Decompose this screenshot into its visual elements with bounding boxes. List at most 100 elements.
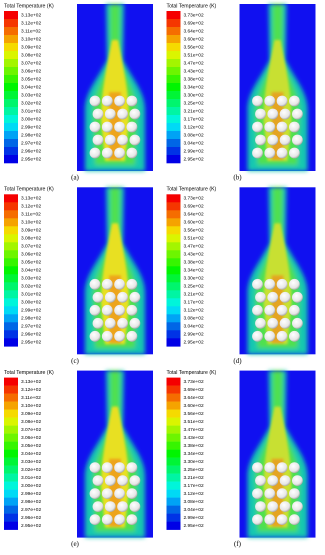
colorbar-label: 3.21e+02 <box>184 475 204 481</box>
colorbar-band <box>166 409 181 418</box>
colorbar-band <box>166 513 181 522</box>
colorbar-label: 2.98e+02 <box>21 316 41 322</box>
tube <box>126 304 138 316</box>
colorbar-band <box>4 234 18 243</box>
caption: (b) <box>233 174 242 182</box>
colorbar-band <box>166 59 181 68</box>
colorbar-label: 3.30e+02 <box>184 92 204 98</box>
tube <box>292 317 303 329</box>
colorbar-label: 3.64e+02 <box>184 28 204 34</box>
colorbar-band <box>4 513 18 522</box>
tube <box>89 330 101 342</box>
tube <box>89 462 101 473</box>
tube <box>264 462 276 473</box>
colorbar-label: 3.04e+02 <box>21 268 41 274</box>
colorbar-band <box>4 377 18 386</box>
colorbar-band <box>4 481 18 490</box>
colorbar-band <box>166 377 181 386</box>
colorbar-label: 2.95e+02 <box>184 156 204 162</box>
colorbar-label: 3.11e+02 <box>21 28 41 34</box>
colorbar-label: 2.99e+02 <box>184 148 204 154</box>
colorbar-label: 3.30e+02 <box>184 276 204 282</box>
colorbar-band <box>4 473 18 482</box>
tube <box>117 501 128 512</box>
tube <box>101 147 113 159</box>
colorbar-label: 3.56e+02 <box>184 228 204 234</box>
tube <box>279 317 291 329</box>
colorbar-label: 3.34e+02 <box>184 84 204 90</box>
colorbar-band <box>166 489 181 498</box>
colorbar-label: 3.12e+02 <box>184 124 204 130</box>
colorbar-band <box>166 449 181 458</box>
colorbar-label: 3.07e+02 <box>21 244 41 250</box>
colorbar-label: 3.04e+02 <box>184 324 204 330</box>
tube <box>101 95 113 107</box>
colorbar-band <box>166 298 181 307</box>
colorbar-band <box>166 75 181 84</box>
tube <box>252 147 263 159</box>
colorbar-band <box>4 99 18 108</box>
colorbar-label: 3.08e+02 <box>184 499 204 505</box>
colorbar-label: 3.47e+02 <box>184 427 204 433</box>
tube <box>276 514 288 525</box>
colorbar-label: 3.43e+02 <box>184 435 204 441</box>
panel: Total Temperature (K) 3.13e+02 3.12e+02 3.1… <box>4 3 153 182</box>
tube <box>252 278 263 290</box>
colorbar-band <box>166 497 181 506</box>
tube <box>289 514 300 525</box>
colorbar-band <box>4 290 18 299</box>
tube <box>92 317 104 329</box>
colorbar-label: 2.95e+02 <box>21 340 41 346</box>
colorbar-label: 3.04e+02 <box>184 507 204 513</box>
legend-title: Total Temperature (K) <box>167 187 217 193</box>
panel: Total Temperature (K) 3.13e+02 3.12e+02 3.1… <box>4 187 153 365</box>
tube <box>255 501 266 512</box>
colorbar-label: 3.56e+02 <box>184 411 204 417</box>
legend-title: Total Temperature (K) <box>167 3 217 9</box>
colorbar-band <box>166 322 181 331</box>
tube <box>92 108 104 120</box>
colorbar-label: 3.69e+02 <box>184 387 204 393</box>
colorbar-label: 3.51e+02 <box>184 419 204 425</box>
tube <box>289 147 300 159</box>
colorbar-label: 3.21e+02 <box>184 108 204 114</box>
colorbar-band <box>166 194 181 203</box>
tube <box>129 108 141 120</box>
tube <box>264 514 276 525</box>
colorbar-band <box>166 274 181 283</box>
tube <box>289 304 300 316</box>
tube <box>264 488 276 499</box>
tube <box>129 317 141 329</box>
colorbar-band <box>166 19 181 28</box>
colorbar-label: 3.03e+02 <box>21 276 41 282</box>
colorbar-label: 3.08e+02 <box>184 132 204 138</box>
tube <box>267 291 279 303</box>
tube <box>89 121 101 133</box>
colorbar-label: 2.98e+02 <box>21 499 41 505</box>
colorbar-band <box>166 27 181 36</box>
tube <box>101 462 113 473</box>
colorbar-band <box>4 409 18 418</box>
colorbar-label: 2.98e+02 <box>21 132 41 138</box>
colorbar-band <box>166 385 181 394</box>
colorbar-band <box>166 481 181 490</box>
colorbar-label: 3.12e+02 <box>21 20 41 26</box>
tube <box>129 475 141 486</box>
tube <box>267 108 279 120</box>
colorbar-band <box>166 131 181 140</box>
tube <box>114 121 125 133</box>
colorbar-band <box>4 433 18 442</box>
colorbar-label: 3.05e+02 <box>21 443 41 449</box>
colorbar-label: 3.11e+02 <box>21 212 41 218</box>
colorbar-label: 3.25e+02 <box>184 467 204 473</box>
colorbar-label: 2.99e+02 <box>21 308 41 314</box>
tube <box>126 488 138 499</box>
tube <box>117 317 128 329</box>
colorbar-band <box>166 282 181 291</box>
colorbar-label: 3.60e+02 <box>184 36 204 42</box>
tube <box>126 95 138 107</box>
colorbar-label: 3.17e+02 <box>184 116 204 122</box>
colorbar-band <box>4 59 18 68</box>
colorbar-band <box>4 282 18 291</box>
